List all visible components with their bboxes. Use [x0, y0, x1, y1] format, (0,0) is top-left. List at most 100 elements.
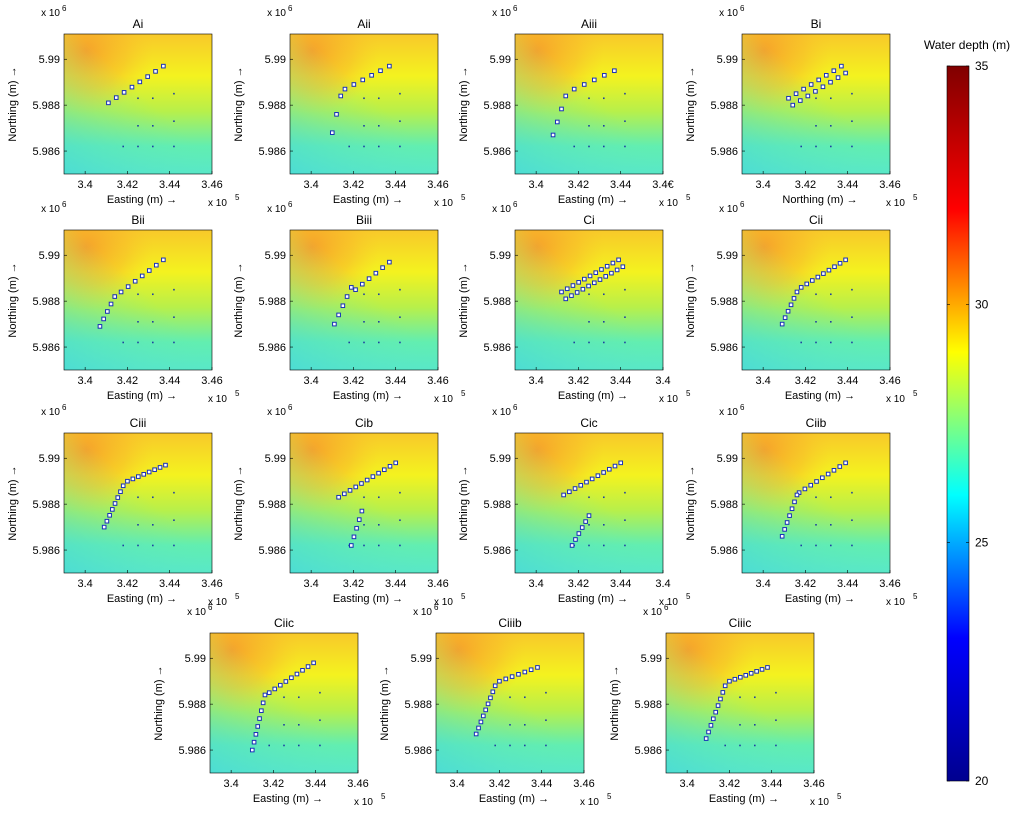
x-tick-label: 3.46 [201, 179, 222, 191]
x-tick-label: 3.42 [343, 179, 364, 191]
grid-point-marker [152, 97, 154, 100]
y-tick-label: 5.988 [32, 296, 60, 308]
x-exponent-power: 5 [686, 592, 691, 601]
grid-point-marker [815, 321, 817, 323]
grid-point-marker [137, 97, 139, 100]
grid-point-marker [851, 288, 853, 291]
y-tick-label: 5.99 [717, 54, 738, 66]
turbine-marker [589, 476, 595, 482]
grid-point-marker [173, 288, 175, 291]
grid-point-marker [800, 544, 802, 547]
turbine-marker [708, 723, 714, 728]
grid-point-marker [378, 321, 380, 323]
y-exponent-power: 6 [740, 200, 745, 209]
plot-frame [741, 33, 891, 175]
turbine-marker [137, 79, 143, 85]
x-tick-label: 3.46 [427, 179, 448, 191]
turbine-marker [743, 672, 749, 678]
turbine-marker [765, 665, 770, 670]
turbine-marker [599, 267, 604, 272]
turbine-marker [118, 489, 123, 494]
x-exponent: x 10 [208, 597, 227, 608]
plot-frame [514, 33, 664, 175]
turbine-marker [554, 119, 560, 125]
y-tick-label: 5.99 [265, 453, 286, 465]
turbine-marker [612, 463, 618, 469]
y-tick-label: 5.988 [634, 699, 662, 711]
x-axis-label: Easting (m) → [558, 593, 628, 605]
turbine-marker [843, 70, 848, 76]
x-tick-label: 3.4 [449, 778, 464, 790]
y-tick-label: 5.986 [710, 545, 738, 557]
y-tick-label: 5.99 [490, 54, 511, 66]
grid-point-marker [775, 719, 777, 722]
turbine-marker [283, 679, 289, 684]
y-exponent: x 10 [267, 407, 286, 418]
y-tick-label: 5.986 [178, 745, 206, 757]
turbine-marker [810, 278, 815, 283]
grid-point-marker [588, 97, 590, 100]
grid-point-marker [494, 744, 496, 747]
y-exponent-power: 6 [513, 200, 518, 209]
turbine-marker [814, 479, 819, 484]
turbine-marker [161, 63, 166, 69]
y-tick-label: 5.986 [483, 342, 511, 354]
turbine-marker [101, 524, 107, 530]
x-axis-label: Easting (m) → [709, 793, 779, 805]
panel-title: Cic [580, 416, 597, 430]
grid-point-marker [348, 145, 350, 148]
grid-point-marker [363, 293, 365, 296]
x-exponent-power: 5 [837, 792, 842, 801]
turbine-marker [130, 476, 136, 482]
x-tick-label: 3.42 [719, 778, 740, 790]
turbine-marker [351, 534, 357, 540]
turbine-marker [146, 268, 152, 273]
x-axis-label: Easting (m) → [107, 593, 177, 605]
turbine-marker [370, 474, 376, 479]
turbine-marker [366, 276, 372, 281]
x-exponent-power: 5 [461, 389, 466, 398]
turbine-marker [509, 674, 515, 679]
deep-area [290, 34, 438, 174]
x-exponent: x 10 [434, 394, 453, 405]
turbine-marker [839, 63, 844, 69]
turbine-marker [255, 724, 261, 729]
turbine-marker [718, 696, 723, 702]
y-axis-label: Northing (m) → [609, 665, 621, 740]
grid-point-marker [545, 691, 547, 694]
deep-area [210, 633, 358, 773]
turbine-marker [259, 708, 264, 714]
y-tick-label: 5.99 [265, 250, 286, 262]
x-exponent: x 10 [208, 198, 227, 209]
turbine-marker [738, 674, 743, 680]
x-tick-label: 3.42 [343, 375, 364, 387]
turbine-marker [478, 719, 484, 725]
grid-point-marker [851, 145, 853, 148]
x-exponent-power: 5 [381, 792, 386, 801]
grid-point-marker [399, 145, 401, 148]
y-axis-label: Northing (m) → [7, 262, 19, 337]
turbine-marker [820, 475, 825, 481]
turbine-marker [787, 513, 792, 518]
turbine-marker [550, 132, 556, 138]
grid-point-marker [378, 341, 380, 344]
turbine-marker [145, 74, 150, 79]
x-tick-label: 3.4 [528, 375, 543, 387]
turbine-marker [616, 257, 621, 263]
grid-point-marker [137, 145, 139, 148]
turbine-marker [139, 273, 145, 279]
turbine-marker [831, 68, 837, 74]
grid-point-marker [363, 544, 365, 547]
turbine-marker [573, 537, 578, 542]
turbine-marker [576, 280, 581, 285]
turbine-marker [804, 281, 810, 287]
turbine-marker [535, 665, 540, 670]
y-tick-label: 5.986 [258, 545, 286, 557]
grid-point-marker [363, 145, 365, 148]
grid-point-marker [378, 293, 380, 296]
grid-point-marker [851, 341, 853, 344]
turbine-marker [125, 284, 131, 289]
plot-frame [289, 229, 439, 371]
y-exponent-power: 6 [288, 4, 293, 13]
